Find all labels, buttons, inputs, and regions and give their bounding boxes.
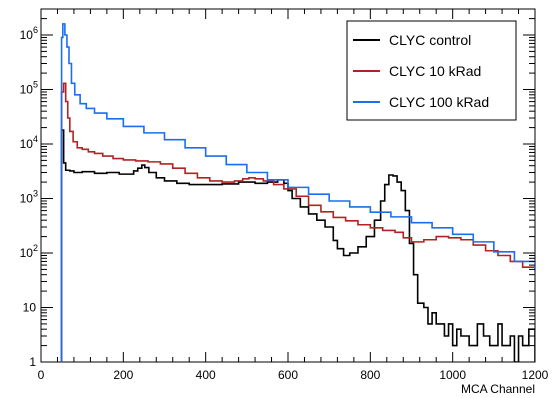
y-tick-label: 104 (20, 134, 38, 151)
y-tick-label: 105 (20, 80, 38, 97)
legend-entry-0: CLYC control (353, 32, 471, 48)
legend-label: CLYC control (389, 32, 471, 48)
x-tick-labels: 0 200 400 600 800 1000 1200 (38, 368, 549, 382)
x-tick-label: 1000 (439, 368, 466, 382)
y-tick-labels: 1 10 102 103 104 105 106 (20, 25, 38, 369)
x-tick-label: 400 (196, 368, 216, 382)
series-line-1 (60, 82, 535, 362)
y-tick-label: 1 (29, 355, 36, 369)
x-tick-label: 0 (38, 368, 45, 382)
series-line-0 (60, 129, 535, 362)
x-axis-label: MCA Channel (461, 382, 535, 396)
axis-ticks (40, 8, 536, 363)
legend-label: CLYC 10 kRad (389, 63, 481, 79)
y-tick-label: 10 (23, 301, 37, 315)
legend-label: CLYC 100 kRad (389, 94, 489, 110)
x-tick-label: 1200 (522, 368, 549, 382)
plot-area (40, 8, 536, 363)
x-tick-label: 200 (113, 368, 133, 382)
series-layer (60, 23, 535, 362)
y-tick-label: 106 (20, 25, 38, 42)
x-tick-label: 800 (360, 368, 380, 382)
legend-entry-2: CLYC 100 kRad (353, 94, 489, 110)
legend: CLYC control CLYC 10 kRad CLYC 100 kRad (346, 20, 517, 121)
series-line-2 (60, 23, 535, 362)
y-tick-label: 103 (20, 189, 38, 206)
y-tick-label: 102 (20, 243, 38, 260)
x-tick-label: 600 (278, 368, 298, 382)
legend-entry-1: CLYC 10 kRad (353, 63, 481, 79)
